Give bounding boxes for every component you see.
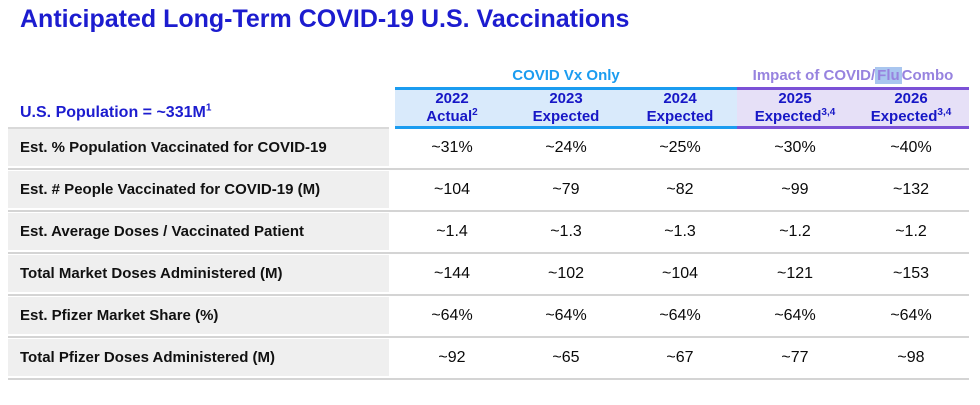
- value-cell: ~1.3: [550, 222, 582, 240]
- value-cell: ~64%: [431, 306, 473, 324]
- column-status: Expected: [870, 108, 938, 125]
- value-cell: ~25%: [659, 138, 701, 156]
- column-header-2025: 2025 Expected3,4: [737, 90, 853, 129]
- page-title: Anticipated Long-Term COVID-19 U.S. Vacc…: [20, 5, 630, 33]
- population-label: U.S. Population = ~331M1: [8, 90, 389, 129]
- value-cell: ~1.3: [664, 222, 696, 240]
- row-label-average-doses: Est. Average Doses / Vaccinated Patient: [8, 213, 389, 250]
- row-divider: [8, 166, 969, 171]
- value-cell: ~104: [433, 180, 471, 198]
- value-cell: ~65: [552, 348, 580, 366]
- column-footnote-sup: 2: [472, 107, 478, 118]
- column-status: Expected: [754, 108, 822, 125]
- row-label-people-vaccinated: Est. # People Vaccinated for COVID-19 (M…: [8, 171, 389, 208]
- row-label-total-market-doses: Total Market Doses Administered (M): [8, 255, 389, 292]
- value-cell: ~82: [666, 180, 694, 198]
- value-cell: ~121: [776, 264, 814, 282]
- value-cell: ~102: [547, 264, 585, 282]
- population-text: U.S. Population = ~331M: [20, 104, 206, 121]
- value-cell: ~104: [661, 264, 699, 282]
- row-divider: [8, 250, 969, 255]
- value-cell: ~67: [666, 348, 694, 366]
- column-year: 2026: [894, 90, 928, 107]
- value-cell: ~77: [781, 348, 809, 366]
- column-header-2023: 2023 Expected: [509, 90, 623, 129]
- row-divider: [8, 376, 969, 381]
- value-cell: ~144: [433, 264, 471, 282]
- group-covid-label: COVID Vx Only: [512, 67, 620, 84]
- row-divider: [8, 334, 969, 339]
- group-header-covid-vx-only: COVID Vx Only: [395, 62, 737, 90]
- value-cell: ~1.4: [436, 222, 468, 240]
- column-year: 2022: [435, 90, 469, 107]
- value-cell: ~64%: [545, 306, 587, 324]
- vaccination-forecast-table: COVID Vx Only Impact of COVID/Flu Combo …: [8, 62, 969, 381]
- value-cell: ~98: [897, 348, 925, 366]
- column-year: 2024: [663, 90, 697, 107]
- column-header-2022: 2022 Actual2: [395, 90, 509, 129]
- column-footnote-sup: 3,4: [821, 107, 836, 118]
- value-cell: ~64%: [890, 306, 932, 324]
- value-cell: ~64%: [659, 306, 701, 324]
- row-divider: [8, 208, 969, 213]
- value-cell: ~64%: [774, 306, 816, 324]
- value-cell: ~1.2: [895, 222, 927, 240]
- value-cell: ~153: [892, 264, 930, 282]
- column-header-2026: 2026 Expected3,4: [853, 90, 969, 129]
- value-cell: ~30%: [774, 138, 816, 156]
- column-header-2024: 2024 Expected: [623, 90, 737, 129]
- value-cell: ~31%: [431, 138, 473, 156]
- group-combo-suffix: Combo: [901, 67, 954, 84]
- row-label-total-pfizer-doses: Total Pfizer Doses Administered (M): [8, 339, 389, 376]
- row-divider: [8, 292, 969, 297]
- column-year: 2025: [778, 90, 812, 107]
- value-cell: ~92: [438, 348, 466, 366]
- column-year: 2023: [549, 90, 583, 107]
- value-cell: ~132: [892, 180, 930, 198]
- column-status: Expected: [532, 108, 600, 125]
- value-cell: ~99: [781, 180, 809, 198]
- group-combo-prefix: Impact of COVID/: [752, 67, 876, 84]
- column-footnote-sup: 3,4: [937, 107, 952, 118]
- value-cell: ~79: [552, 180, 580, 198]
- population-footnote-sup: 1: [205, 102, 212, 114]
- row-label-pct-population-vaccinated: Est. % Population Vaccinated for COVID-1…: [8, 129, 389, 166]
- group-header-covid-flu-combo: Impact of COVID/Flu Combo: [737, 62, 969, 90]
- flu-text-highlight: Flu: [875, 67, 902, 84]
- value-cell: ~40%: [890, 138, 932, 156]
- group-header-spacer: [8, 62, 395, 90]
- row-label-pfizer-market-share: Est. Pfizer Market Share (%): [8, 297, 389, 334]
- value-cell: ~24%: [545, 138, 587, 156]
- value-cell: ~1.2: [779, 222, 811, 240]
- column-status: Expected: [646, 108, 714, 125]
- column-status: Actual: [426, 108, 473, 125]
